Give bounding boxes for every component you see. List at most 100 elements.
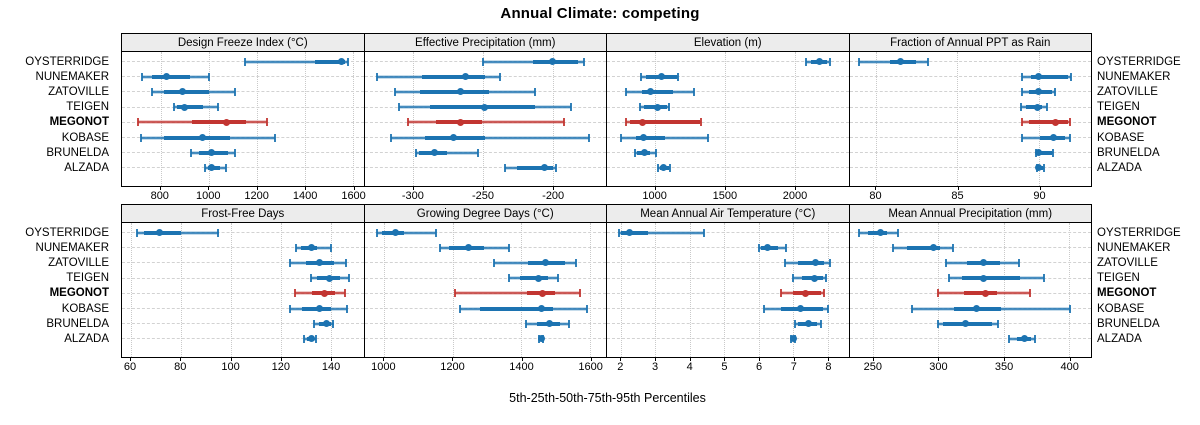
panel-elevation-m (606, 52, 849, 187)
whisker-cap-low (493, 258, 495, 267)
tick-mark (620, 357, 622, 361)
median-dot (207, 164, 215, 172)
whisker-cap-high (896, 228, 899, 237)
strip-row: Frost-Free Days Growing Degree Days (°C) M… (121, 204, 1092, 223)
site-label-right-brunelda: BRUNELDA (1097, 146, 1160, 159)
percentile-line-5-95 (454, 292, 580, 295)
whisker-cap-high (1042, 163, 1045, 172)
whisker-cap-high (586, 304, 589, 313)
median-dot (542, 259, 550, 267)
median-dot (646, 88, 654, 96)
tick-label: 1600 (341, 190, 366, 202)
site-label-right-nunemaker: NUNEMAKER (1097, 70, 1171, 83)
gridline-vertical (160, 52, 162, 186)
whisker-cap-low (783, 258, 786, 267)
whisker-cap-low (288, 304, 291, 313)
median-dot (1035, 88, 1043, 96)
tick-mark (1039, 186, 1041, 190)
whisker-cap-low (911, 304, 914, 313)
median-dot (796, 305, 804, 312)
whisker-cap-high (570, 103, 573, 112)
whisker-cap-low (415, 148, 418, 157)
whisker-cap-high (347, 274, 350, 283)
whisker-cap-high (702, 228, 705, 237)
whisker-cap-low (151, 87, 154, 96)
gridline-horizontal (364, 262, 606, 264)
plot-row (121, 223, 1092, 358)
median-dot (1049, 134, 1057, 141)
whisker-cap-high (654, 148, 657, 157)
whisker-cap-high (265, 118, 268, 127)
site-label-left-alzada: ALZADA (64, 161, 109, 174)
gridline-horizontal (607, 137, 849, 138)
whisker-cap-high (315, 334, 317, 343)
gridline-horizontal (122, 277, 364, 279)
strip-mean-annual-precipitation-mm: Mean Annual Precipitation (mm) (848, 204, 1092, 223)
axis-design-freeze-index-c: 800 1000 1200 1400 1600 (121, 186, 366, 204)
tick-label: -300 (401, 190, 424, 202)
whisker-cap-low (857, 228, 860, 237)
axis-fraction-of-annual-ppt-as-rain: 80 85 90 (849, 186, 1092, 204)
panel-mean-annual-air-temperature-c (606, 223, 849, 358)
tick-label: 2 (617, 361, 624, 373)
median-dot (929, 244, 937, 252)
median-dot (181, 103, 189, 111)
percentile-band-25-75 (516, 165, 553, 170)
site-label-right-kobase: KOBASE (1097, 302, 1145, 315)
whisker-cap-high (476, 148, 479, 157)
whisker-cap-low (302, 334, 305, 343)
median-dot (321, 289, 329, 297)
axis-mean-annual-precipitation-mm: 250 300 350 400 (849, 357, 1092, 375)
median-dot (316, 259, 324, 267)
percentile-band-25-75 (798, 260, 825, 265)
gridline-vertical (521, 223, 523, 357)
percentile-band-25-75 (191, 120, 247, 125)
gridline-vertical (724, 223, 726, 357)
whisker-cap-high (533, 87, 536, 96)
percentile-line-5-95 (416, 151, 478, 154)
tick-label: 8 (825, 361, 832, 373)
percentile-band-25-75 (629, 120, 701, 125)
whisker-cap-low (656, 163, 659, 172)
site-label-right-oysterridge: OYSTERRIDGE (1097, 55, 1181, 68)
tick-mark (412, 186, 414, 190)
gridline-vertical (208, 52, 210, 186)
percentile-band-25-75 (420, 89, 489, 94)
gridline-vertical (655, 223, 657, 357)
tick-label: 800 (150, 190, 169, 202)
site-label-left-kobase: KOBASE (61, 302, 109, 315)
gridline-horizontal (607, 91, 849, 93)
whisker-cap-high (578, 289, 581, 298)
gridline-horizontal (607, 106, 849, 108)
whisker-cap-high (825, 274, 828, 283)
labels-right: OYSTERRIDGE NUNEMAKER ZATOVILLE TEIGEN MEGON… (1097, 204, 1200, 357)
tick-label: 1000 (642, 190, 667, 202)
whisker-cap-low (508, 274, 511, 283)
gridline-horizontal (364, 323, 606, 325)
whisker-cap-high (346, 57, 349, 66)
strip-frost-free-days: Frost-Free Days (121, 204, 364, 223)
percentile-band-25-75 (641, 89, 674, 94)
gridline-horizontal (607, 323, 849, 325)
whisker-cap-high (700, 118, 703, 127)
gridline-horizontal (607, 308, 849, 309)
whisker-cap-high (588, 133, 591, 142)
whisker-cap-high (1018, 258, 1021, 267)
percentile-band-25-75 (314, 59, 346, 64)
whisker-cap-low (141, 72, 144, 81)
percentile-band-25-75 (961, 276, 1021, 281)
tick-mark (724, 186, 726, 190)
whisker-cap-high (554, 163, 557, 172)
tick-mark (180, 357, 182, 361)
gridline-horizontal (607, 338, 849, 340)
gridline-vertical (758, 223, 760, 357)
median-dot (534, 274, 542, 282)
gridline-vertical (281, 223, 282, 357)
site-label-right-alzada: ALZADA (1097, 332, 1142, 345)
percentile-band-25-75 (906, 245, 940, 250)
median-dot (816, 58, 824, 65)
percentile-line-5-95 (391, 136, 590, 139)
median-dot (810, 274, 818, 282)
tick-label: 90 (1033, 190, 1046, 202)
